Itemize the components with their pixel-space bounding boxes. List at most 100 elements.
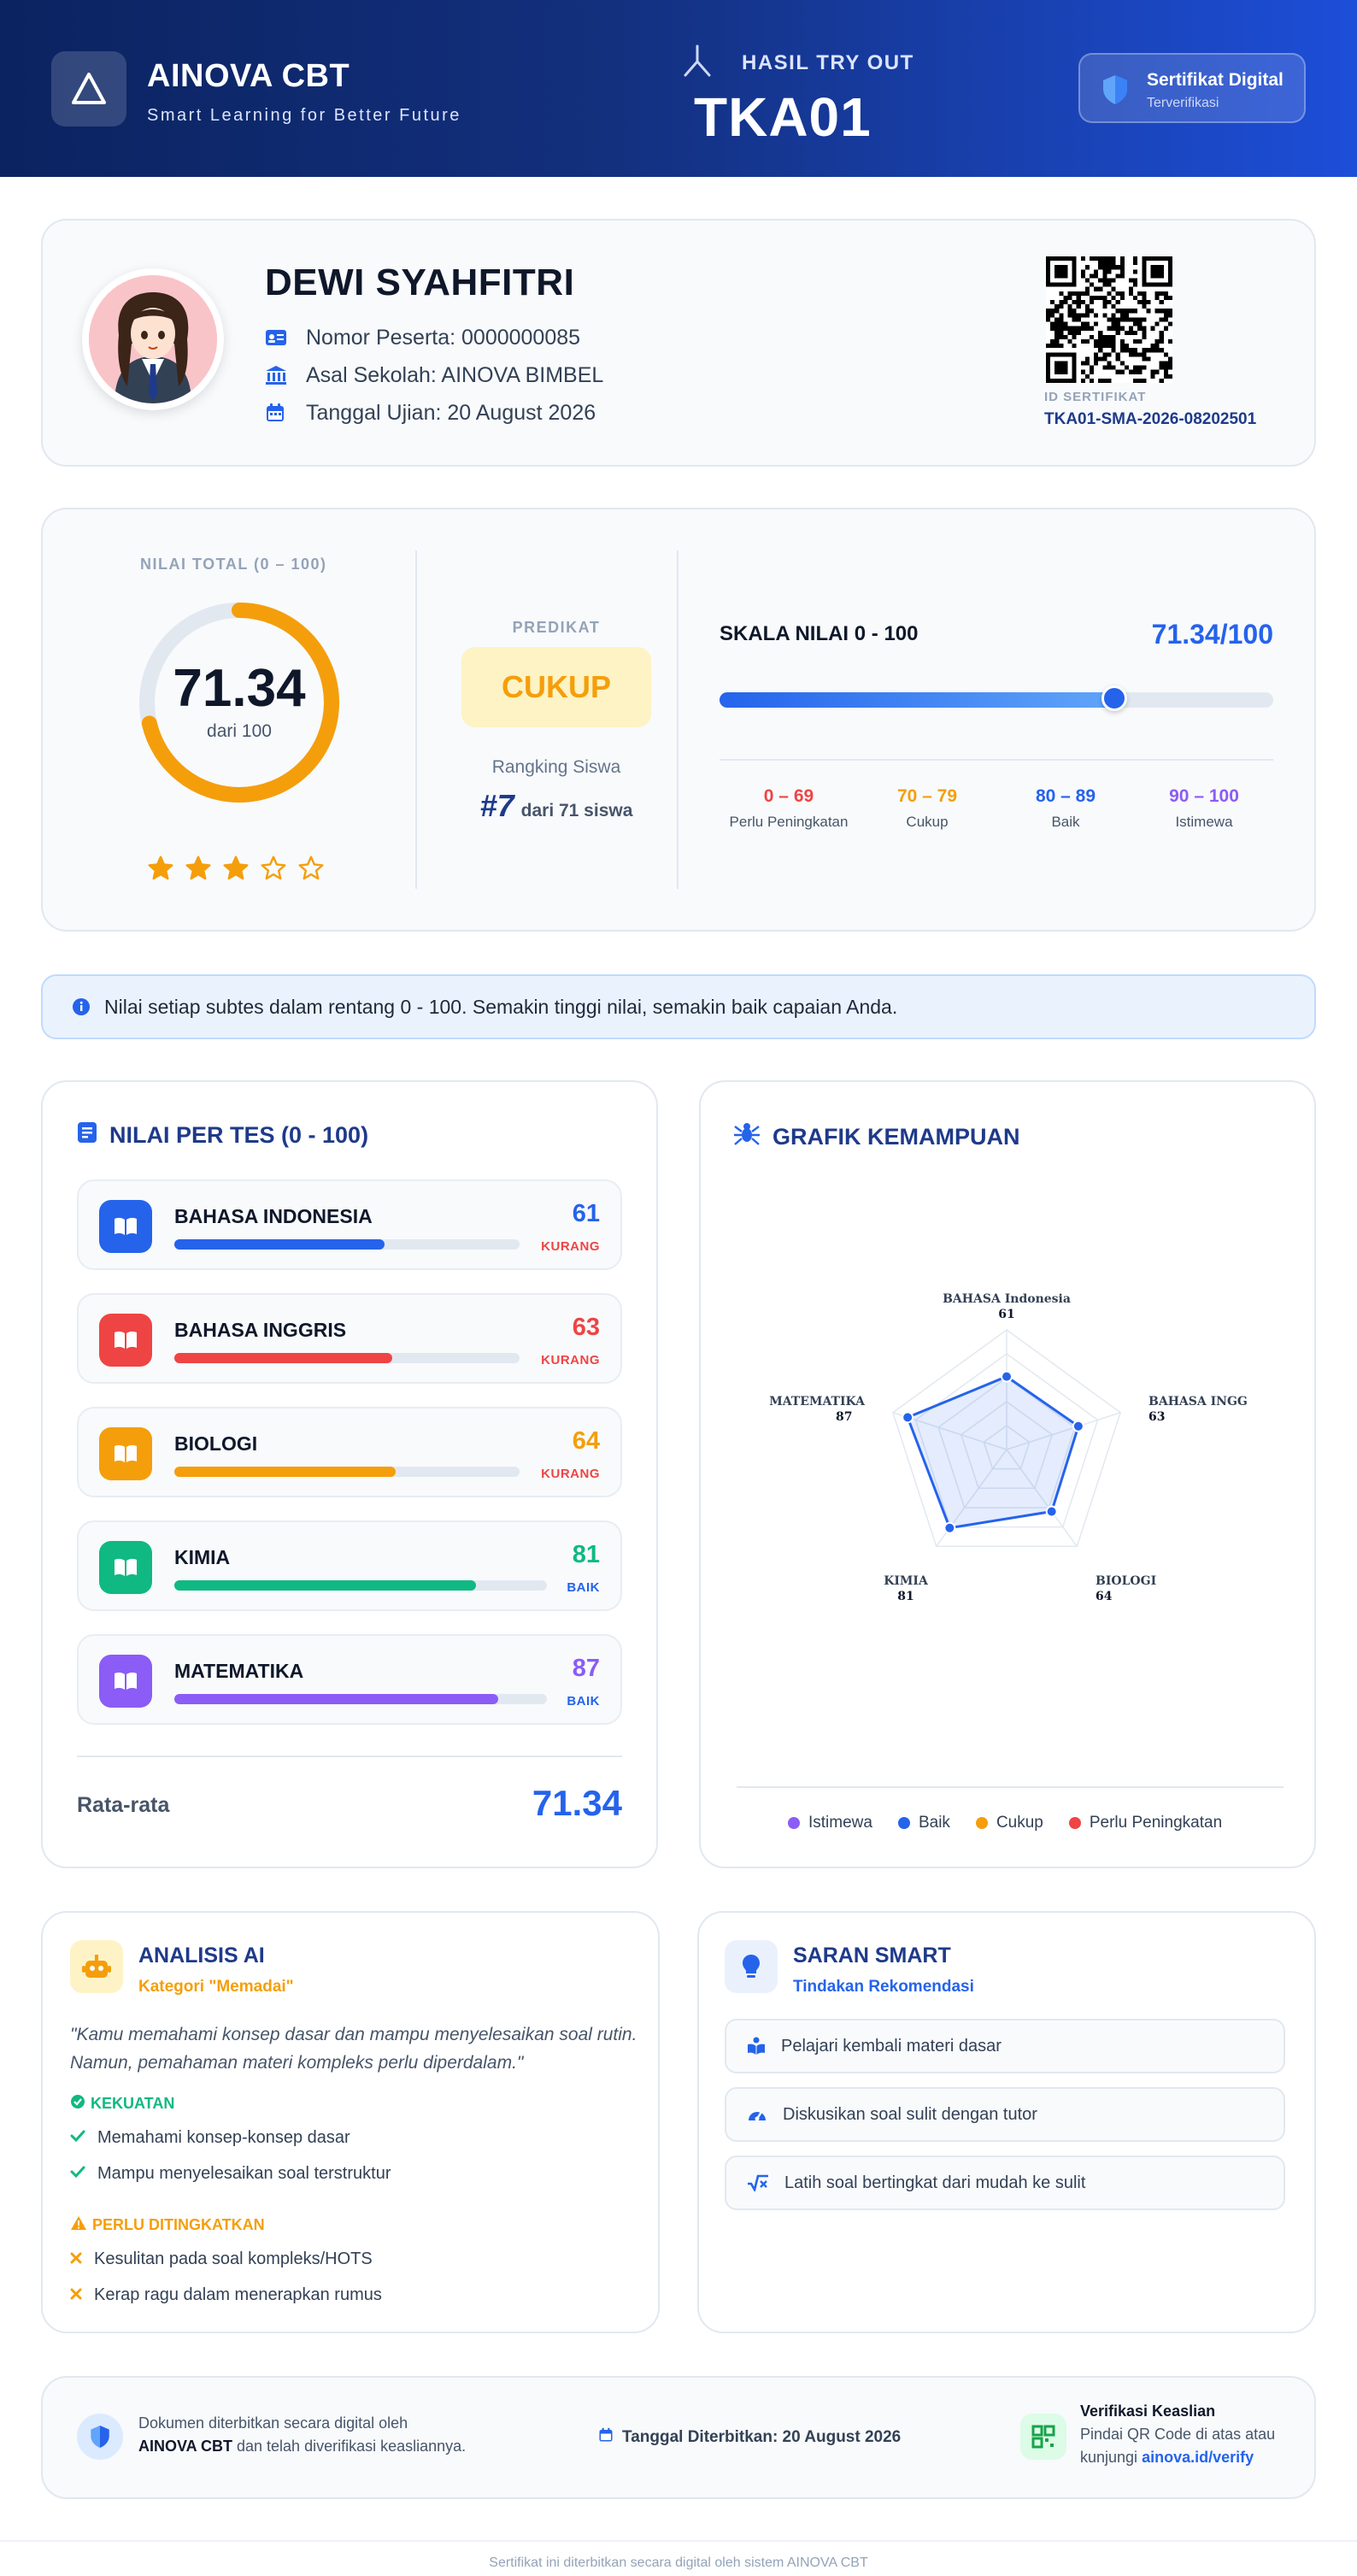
score-band: 90 – 100 Istimewa — [1135, 786, 1273, 831]
divider — [677, 550, 678, 889]
radar-grid-ring — [937, 1377, 1076, 1509]
verify-line2-prefix: kunjungi — [1080, 2449, 1143, 2466]
issued-date: Tanggal Diterbitkan: 20 August 2026 — [598, 2427, 901, 2448]
cross-icon — [70, 2285, 82, 2305]
brand-name: AINOVA CBT — [147, 58, 350, 94]
score-band: 70 – 79 Cukup — [858, 786, 996, 831]
total-score-label: NILAI TOTAL (0 – 100) — [140, 556, 327, 573]
shield-icon — [1101, 74, 1130, 110]
score-band-desc: Istimewa — [1175, 814, 1233, 830]
improve-text: Kerap ragu dalam menerapkan rumus — [94, 2285, 382, 2304]
issued-by-brand: AINOVA CBT — [138, 2438, 232, 2455]
book-icon — [99, 1314, 152, 1367]
improve-item: Kesulitan pada soal kompleks/HOTS — [70, 2250, 373, 2269]
test-item: MATEMATIKA 87 BAIK — [77, 1634, 622, 1725]
verify-link[interactable]: ainova.id/verify — [1142, 2449, 1254, 2466]
radar-axis-label: MATEMATIKA — [769, 1395, 866, 1409]
divider — [77, 1756, 622, 1757]
legend-item: Baik — [897, 1814, 950, 1832]
legend-dot — [975, 1817, 988, 1829]
test-name: MATEMATIKA — [174, 1660, 304, 1682]
radar-axis — [1006, 1412, 1121, 1450]
scale-bar — [720, 685, 1273, 711]
predicate-label: PREDIKAT — [512, 619, 601, 636]
test-name: BAHASA INDONESIA — [174, 1205, 373, 1227]
legend-item: Cukup — [975, 1814, 1043, 1832]
issued-by-text: Dokumen diterbitkan secara digital oleh … — [138, 2412, 466, 2458]
cross-icon — [70, 2250, 82, 2269]
test-score-bar — [174, 1580, 547, 1591]
spider-icon — [733, 1121, 761, 1153]
divider — [737, 1786, 1284, 1788]
radar-title: GRAFIK KEMAMPUAN — [733, 1121, 1020, 1153]
test-score: 87 — [572, 1655, 600, 1682]
test-score-bar-fill — [174, 1353, 392, 1363]
certificate-status: Terverifikasi — [1147, 96, 1219, 110]
test-score-bar — [174, 1239, 520, 1250]
bottom-note: Sertifikat ini diterbitkan secara digita… — [489, 2555, 868, 2570]
legend-label: Perlu Peningkatan — [1089, 1814, 1223, 1832]
test-score: 81 — [572, 1541, 600, 1568]
radar-axis-label: BIOLOGI — [1096, 1574, 1156, 1588]
test-item: BAHASA INDONESIA 61 KURANG — [77, 1179, 622, 1270]
radar-legend: Istimewa Baik Cukup Perlu Peningkatan — [788, 1814, 1222, 1832]
book-icon — [99, 1200, 152, 1253]
strength-item: Mampu menyelesaikan soal terstruktur — [70, 2164, 391, 2184]
legend-dot — [1068, 1817, 1081, 1829]
scale-bar-fill — [720, 692, 1115, 708]
list-icon — [77, 1121, 97, 1150]
radar-point — [943, 1521, 956, 1534]
test-status: BAIK — [567, 1580, 600, 1595]
test-score: 63 — [572, 1314, 600, 1341]
advice-item: Diskusikan soal sulit dengan tutor — [725, 2087, 1285, 2142]
strengths-title: KEKUATAN — [91, 2095, 175, 2112]
school-icon — [265, 365, 287, 385]
speedometer-icon — [747, 2106, 767, 2123]
legend-label: Cukup — [996, 1814, 1043, 1832]
legend-item: Perlu Peningkatan — [1068, 1814, 1223, 1832]
radar-grid-ring — [891, 1329, 1122, 1548]
issued-date-text: Tanggal Diterbitkan: 20 August 2026 — [622, 2428, 902, 2446]
shield-icon — [77, 2414, 123, 2460]
strengths-heading: KEKUATAN — [70, 2094, 174, 2114]
advice-subtitle: Tindakan Rekomendasi — [793, 1978, 974, 1996]
star-empty-icon — [261, 856, 286, 880]
score-band-desc: Cukup — [906, 814, 949, 830]
strength-text: Memahami konsep-konsep dasar — [97, 2128, 350, 2147]
test-score-bar-fill — [174, 1239, 385, 1250]
school-name: Asal Sekolah: AINOVA BIMBEL — [306, 362, 604, 387]
radar-axis-label: BAHASA Indonesia — [943, 1292, 1071, 1306]
qr-code[interactable] — [1046, 256, 1172, 383]
participant-number-row: Nomor Peserta: 0000000085 — [265, 325, 580, 350]
radar-series — [906, 1374, 1080, 1530]
ai-category: Kategori "Memadai" — [138, 1978, 294, 1996]
ai-title: ANALISIS AI — [138, 1944, 265, 1967]
legend-label: Istimewa — [808, 1814, 872, 1832]
radar-point — [902, 1411, 914, 1424]
test-score-bar-fill — [174, 1580, 477, 1591]
test-score-bar-fill — [174, 1467, 396, 1477]
test-score-bar — [174, 1467, 520, 1477]
radar-grid-ring — [960, 1401, 1054, 1490]
book-icon — [99, 1655, 152, 1708]
fork-icon — [680, 43, 714, 85]
score-band-desc: Baik — [1051, 814, 1080, 830]
exam-date: Tanggal Ujian: 20 August 2026 — [306, 400, 596, 425]
advice-item: Latih soal bertingkat dari mudah ke suli… — [725, 2155, 1285, 2210]
score-band-desc: Perlu Peningkatan — [729, 814, 849, 830]
test-score: 61 — [572, 1200, 600, 1227]
average-value: 71.34 — [532, 1783, 622, 1823]
test-status: KURANG — [541, 1467, 600, 1481]
radar-point — [1045, 1505, 1058, 1518]
legend-dot — [897, 1817, 910, 1829]
radar-point — [1001, 1370, 1013, 1383]
score-gauge — [139, 603, 339, 803]
school-row: Asal Sekolah: AINOVA BIMBEL — [265, 362, 603, 388]
verify-line2: kunjungi ainova.id/verify — [1080, 2446, 1275, 2469]
reader-icon — [747, 2037, 766, 2056]
improve-title: PERLU DITINGKATKAN — [92, 2216, 265, 2233]
certificate-badge[interactable]: Sertifikat Digital Terverifikasi — [1078, 53, 1306, 123]
check-icon — [70, 2128, 85, 2148]
radar-title-text: GRAFIK KEMAMPUAN — [772, 1124, 1020, 1150]
